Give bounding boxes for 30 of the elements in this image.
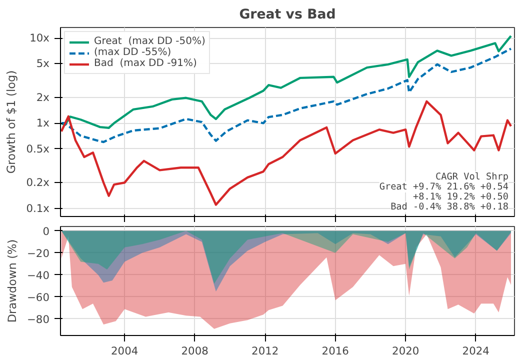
y-axis-title: Drawdown (%) xyxy=(5,239,20,323)
y-tick-label: −80 xyxy=(27,312,50,326)
x-tick-label: 2012 xyxy=(252,344,279,357)
line-series xyxy=(60,48,512,144)
y-tick-label: 0.5x xyxy=(26,142,50,156)
x-tick-label: 2004 xyxy=(111,344,138,357)
y-tick-label: −20 xyxy=(27,246,50,260)
y-tick-label: 0.1x xyxy=(26,202,50,215)
annotation: Bad -0.4% 38.8% +0.18 xyxy=(390,202,509,212)
annotation: +8.1% 19.2% +0.50 xyxy=(413,192,509,202)
y-tick-label: −60 xyxy=(27,290,50,304)
annotation: Great +9.7% 21.6% +0.54 xyxy=(379,182,509,192)
legend-label: Bad (max DD -91%) xyxy=(94,58,197,69)
y-tick-label: −40 xyxy=(27,268,50,282)
x-tick-label: 2024 xyxy=(462,344,490,357)
y-tick-label: 0 xyxy=(42,224,50,238)
line-series xyxy=(60,34,512,129)
annotation: CAGR Vol Shrp xyxy=(435,172,509,182)
y-axis-title: Growth of $1 (log) xyxy=(4,70,18,174)
y-tick-label: 2x xyxy=(36,91,50,104)
chart-title: Great vs Bad xyxy=(239,8,336,22)
y-tick-label: 10x xyxy=(30,32,50,45)
legend-label: (max DD -55%) xyxy=(94,47,172,58)
y-tick-label: 5x xyxy=(36,57,50,70)
x-tick-label: 2016 xyxy=(322,344,350,357)
x-tick-label: 2020 xyxy=(392,344,420,357)
legend-label: Great (max DD -50%) xyxy=(94,36,206,47)
y-tick-label: 0.2x xyxy=(26,176,50,190)
x-tick-label: 2008 xyxy=(181,344,209,357)
y-tick-label: 1x xyxy=(36,116,50,130)
